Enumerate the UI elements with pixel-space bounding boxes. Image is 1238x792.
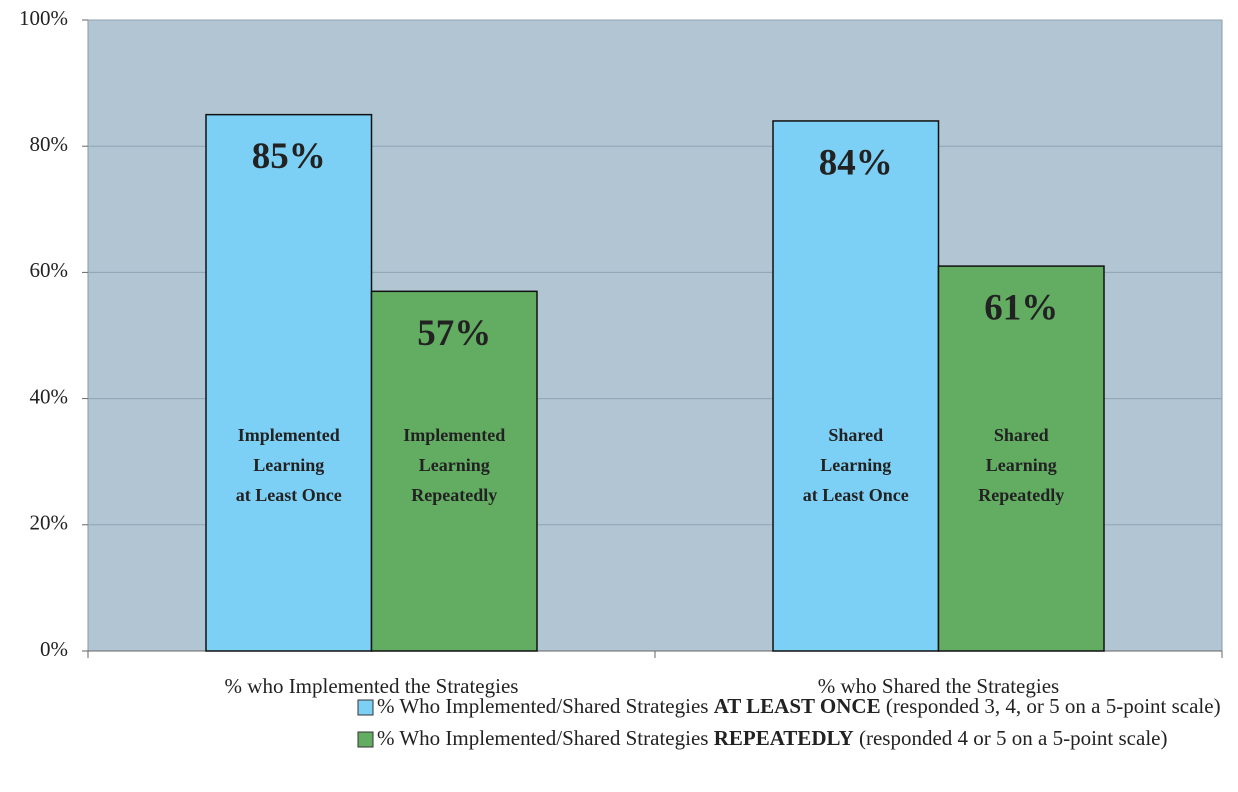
y-tick-label: 60% — [30, 258, 69, 282]
bar — [205, 113, 373, 652]
y-tick-label: 20% — [30, 511, 69, 535]
bar-label: Repeatedly — [978, 485, 1064, 505]
legend-label: % Who Implemented/Shared Strategies REPE… — [377, 726, 1167, 750]
legend-label: % Who Implemented/Shared Strategies AT L… — [377, 694, 1221, 718]
legend-label-part: (responded 3, 4, or 5 on a 5-point scale… — [881, 694, 1221, 718]
value-label: 57% — [417, 313, 491, 354]
bar-label: Implemented — [238, 425, 340, 445]
bar — [937, 265, 1105, 652]
legend-label-part: % Who Implemented/Shared Strategies — [377, 726, 714, 750]
legend-label-part: AT LEAST ONCE — [714, 694, 881, 718]
bar-label: Repeatedly — [411, 485, 497, 505]
legend-swatch — [357, 731, 374, 748]
bar-label: Learning — [820, 455, 891, 475]
y-tick-label: 80% — [30, 132, 69, 156]
legend-label-part: (responded 4 or 5 on a 5-point scale) — [854, 726, 1168, 750]
bar — [772, 120, 940, 652]
value-label: 84% — [819, 142, 893, 183]
value-label: 61% — [984, 288, 1058, 329]
bar-label: Shared — [994, 425, 1049, 445]
y-tick-label: 0% — [40, 637, 68, 661]
bar-label: at Least Once — [803, 485, 909, 505]
legend-label-part: REPEATEDLY — [714, 726, 854, 750]
bar-label: Learning — [253, 455, 324, 475]
bar-label: Implemented — [403, 425, 505, 445]
bar-label: Learning — [419, 455, 490, 475]
bar-label: Learning — [986, 455, 1057, 475]
y-tick-label: 40% — [30, 384, 69, 408]
bar — [370, 290, 538, 652]
bar-label: Shared — [828, 425, 883, 445]
legend-label-part: % Who Implemented/Shared Strategies — [377, 694, 714, 718]
legend-swatch — [357, 699, 374, 716]
bar-label: at Least Once — [236, 485, 342, 505]
x-tick-label: % who Implemented the Strategies — [225, 674, 519, 698]
value-label: 85% — [252, 136, 326, 177]
y-tick-label: 100% — [19, 6, 68, 30]
x-tick-label: % who Shared the Strategies — [818, 674, 1059, 698]
